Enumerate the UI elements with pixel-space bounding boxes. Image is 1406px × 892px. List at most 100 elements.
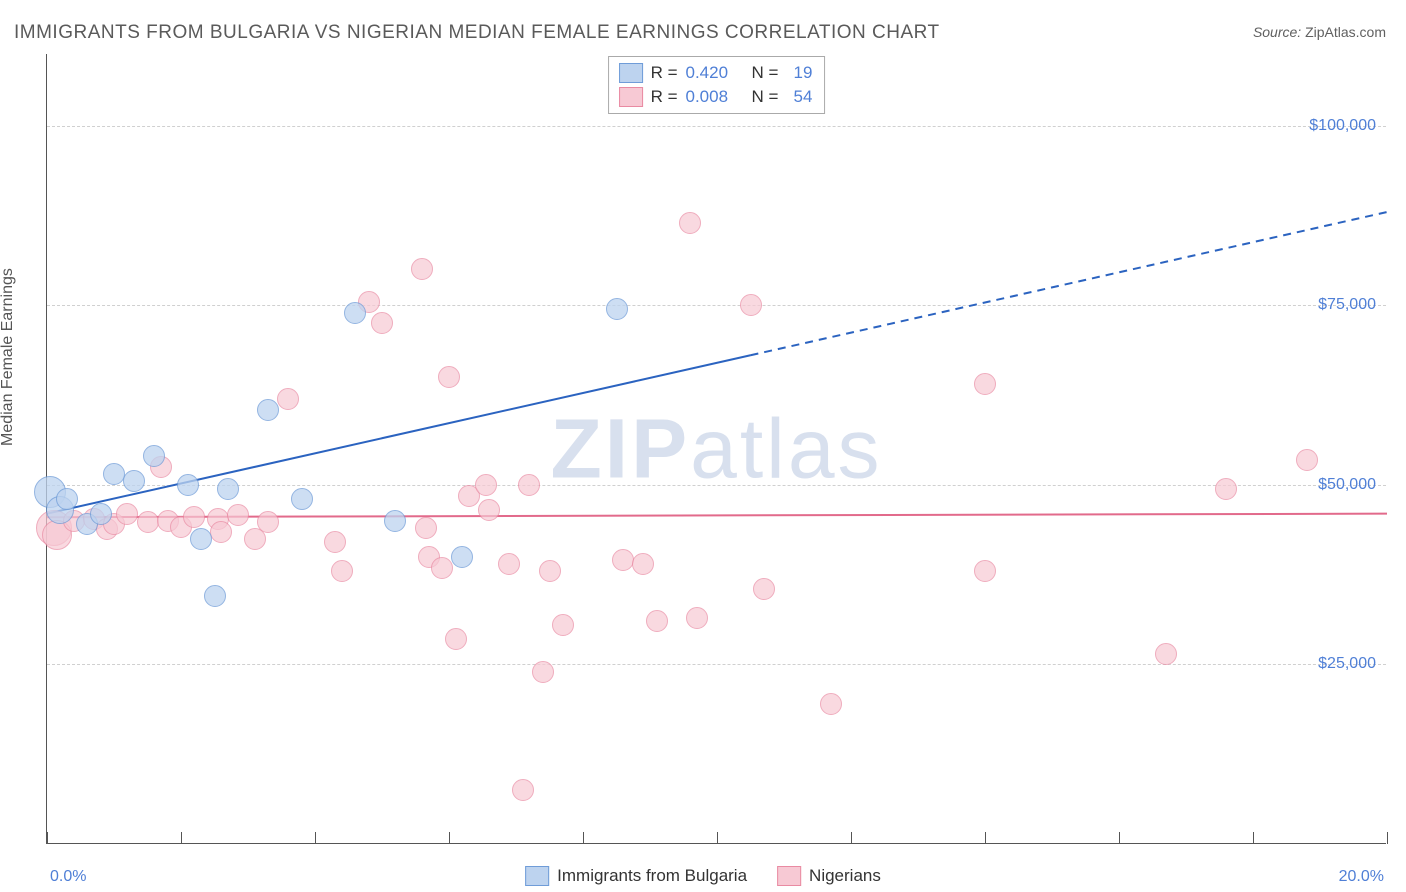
x-tick xyxy=(315,832,316,844)
x-tick xyxy=(583,832,584,844)
data-point-bulgaria xyxy=(217,478,239,500)
source-credit: Source: ZipAtlas.com xyxy=(1253,24,1386,40)
data-point-bulgaria xyxy=(291,488,313,510)
data-point-nigeria xyxy=(512,779,534,801)
data-point-bulgaria xyxy=(123,470,145,492)
data-point-nigeria xyxy=(498,553,520,575)
scatter-plot-area: ZIPatlas R = 0.420 N = 19 R = 0.008 N = … xyxy=(46,54,1386,844)
data-point-nigeria xyxy=(632,553,654,575)
data-point-nigeria xyxy=(371,312,393,334)
data-point-nigeria xyxy=(1215,478,1237,500)
data-point-bulgaria xyxy=(56,488,78,510)
watermark-rest: atlas xyxy=(690,401,882,495)
data-point-nigeria xyxy=(820,693,842,715)
data-point-nigeria xyxy=(1155,643,1177,665)
data-point-bulgaria xyxy=(204,585,226,607)
legend-item-bulgaria: Immigrants from Bulgaria xyxy=(525,866,747,886)
data-point-nigeria xyxy=(974,560,996,582)
y-tick-label: $75,000 xyxy=(1318,296,1376,314)
data-point-nigeria xyxy=(183,506,205,528)
data-point-nigeria xyxy=(753,578,775,600)
stat-r-label: R = xyxy=(651,61,678,85)
data-point-nigeria xyxy=(431,557,453,579)
data-point-nigeria xyxy=(210,521,232,543)
data-point-nigeria xyxy=(740,294,762,316)
stats-row-bulgaria: R = 0.420 N = 19 xyxy=(619,61,813,85)
data-point-nigeria xyxy=(331,560,353,582)
data-point-nigeria xyxy=(277,388,299,410)
x-tick xyxy=(1253,832,1254,844)
stat-r-label: R = xyxy=(651,85,678,109)
x-tick xyxy=(181,832,182,844)
trend-lines xyxy=(47,54,1387,844)
stat-r-value-nigeria: 0.008 xyxy=(686,85,744,109)
y-tick-label: $50,000 xyxy=(1318,476,1376,494)
data-point-bulgaria xyxy=(177,474,199,496)
stat-r-value-bulgaria: 0.420 xyxy=(686,61,744,85)
x-axis-label-max: 20.0% xyxy=(1339,868,1384,886)
data-point-nigeria xyxy=(518,474,540,496)
data-point-nigeria xyxy=(415,517,437,539)
x-tick xyxy=(985,832,986,844)
gridline xyxy=(47,664,1386,665)
data-point-bulgaria xyxy=(451,546,473,568)
x-tick xyxy=(1119,832,1120,844)
data-point-bulgaria xyxy=(344,302,366,324)
data-point-bulgaria xyxy=(606,298,628,320)
source-label: Source: xyxy=(1253,24,1301,40)
gridline xyxy=(47,305,1386,306)
x-tick xyxy=(47,832,48,844)
gridline xyxy=(47,485,1386,486)
data-point-nigeria xyxy=(475,474,497,496)
source-value: ZipAtlas.com xyxy=(1305,24,1386,40)
legend-swatch-nigeria xyxy=(777,866,801,886)
data-point-bulgaria xyxy=(384,510,406,532)
data-point-nigeria xyxy=(137,511,159,533)
data-point-nigeria xyxy=(1296,449,1318,471)
legend-label-nigeria: Nigerians xyxy=(809,866,881,886)
data-point-bulgaria xyxy=(90,503,112,525)
x-tick xyxy=(449,832,450,844)
data-point-bulgaria xyxy=(257,399,279,421)
swatch-bulgaria xyxy=(619,63,643,83)
data-point-nigeria xyxy=(532,661,554,683)
data-point-nigeria xyxy=(612,549,634,571)
x-tick xyxy=(851,832,852,844)
stat-n-value-bulgaria: 19 xyxy=(786,61,812,85)
stats-row-nigeria: R = 0.008 N = 54 xyxy=(619,85,813,109)
data-point-nigeria xyxy=(324,531,346,553)
data-point-bulgaria xyxy=(103,463,125,485)
data-point-nigeria xyxy=(646,610,668,632)
data-point-nigeria xyxy=(539,560,561,582)
data-point-nigeria xyxy=(438,366,460,388)
legend-label-bulgaria: Immigrants from Bulgaria xyxy=(557,866,747,886)
data-point-nigeria xyxy=(478,499,500,521)
stats-legend-box: R = 0.420 N = 19 R = 0.008 N = 54 xyxy=(608,56,826,114)
data-point-nigeria xyxy=(227,504,249,526)
x-tick xyxy=(1387,832,1388,844)
stat-n-label: N = xyxy=(752,61,779,85)
data-point-bulgaria xyxy=(190,528,212,550)
chart-title: IMMIGRANTS FROM BULGARIA VS NIGERIAN MED… xyxy=(14,22,940,44)
data-point-nigeria xyxy=(445,628,467,650)
data-point-bulgaria xyxy=(143,445,165,467)
data-point-nigeria xyxy=(257,511,279,533)
swatch-nigeria xyxy=(619,87,643,107)
x-tick xyxy=(717,832,718,844)
y-tick-label: $25,000 xyxy=(1318,655,1376,673)
stat-n-label: N = xyxy=(752,85,779,109)
data-point-nigeria xyxy=(411,258,433,280)
data-point-nigeria xyxy=(686,607,708,629)
data-point-nigeria xyxy=(974,373,996,395)
x-axis-label-min: 0.0% xyxy=(50,868,86,886)
gridline xyxy=(47,126,1386,127)
bottom-legend: Immigrants from Bulgaria Nigerians xyxy=(525,866,881,886)
legend-item-nigeria: Nigerians xyxy=(777,866,881,886)
y-axis-title: Median Female Earnings xyxy=(0,268,17,446)
data-point-nigeria xyxy=(552,614,574,636)
watermark-bold: ZIP xyxy=(550,401,690,495)
data-point-nigeria xyxy=(679,212,701,234)
y-tick-label: $100,000 xyxy=(1309,117,1376,135)
stat-n-value-nigeria: 54 xyxy=(786,85,812,109)
data-point-nigeria xyxy=(116,503,138,525)
